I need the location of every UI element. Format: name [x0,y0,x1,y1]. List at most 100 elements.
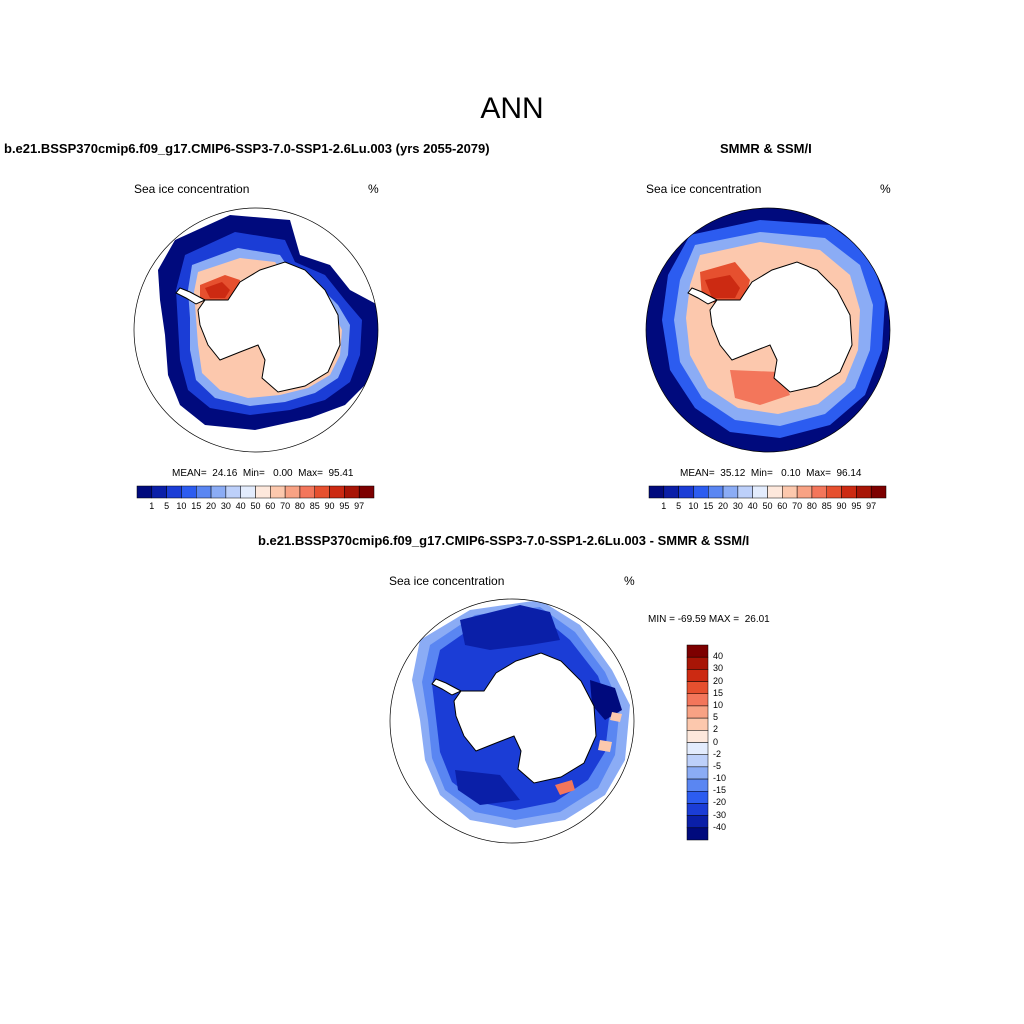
colorbar-swatch [686,754,709,768]
colorbar-swatch [686,778,709,792]
colorbar-swatch [686,656,709,670]
colorbar-swatch [796,485,813,499]
colorbar-swatch [225,485,241,499]
colorbar-swatch [767,485,783,499]
left-continent [197,261,341,393]
colorbar-tick-label: -15 [713,785,727,796]
colorbar-swatch [181,485,197,499]
colorbar-tick-label: 20 [713,675,724,686]
right-peninsula [687,287,719,305]
right-stats: MEAN= 35.12 Min= 0.10 Max= 96.14 [680,468,862,479]
colorbar-swatch [686,705,709,719]
colorbar-swatch [166,485,182,499]
colorbar-swatch [270,485,286,499]
colorbar-tick-label: 15 [191,501,202,511]
left-peninsula [175,287,207,305]
colorbar-swatch [255,485,271,499]
right-units-label: % [880,182,891,196]
colorbar-tick-label: -10 [713,773,727,784]
diff-band-5 [590,680,622,720]
colorbar-tick-label: -40 [713,821,727,832]
right-colorbar [648,485,887,499]
colorbar-tick-label: 15 [713,687,724,698]
right-map-boundary [645,207,891,453]
colorbar-swatch [693,485,709,499]
right-band-6 [705,275,740,298]
colorbar-swatch [686,717,709,731]
colorbar-swatch [686,766,709,780]
colorbar-tick-label: 10 [176,501,187,511]
colorbar-tick-label: 5 [713,712,719,723]
right-panel-title: SMMR & SSM/I [720,141,812,156]
colorbar-tick-label: 10 [713,699,724,710]
diff-panel-title: b.e21.BSSP370cmip6.f09_g17.CMIP6-SSP3-7.… [258,533,750,548]
left-colorbar [136,485,375,499]
diff-band-7 [598,740,612,752]
diff-units-label: % [624,574,635,588]
colorbar-swatch [314,485,330,499]
colorbar-tick-label: 70 [280,501,291,511]
colorbar-swatch [151,485,167,499]
colorbar-swatch [329,485,345,499]
colorbar-swatch [841,485,857,499]
colorbar-swatch [752,485,768,499]
colorbar-swatch [358,485,375,499]
colorbar-tick-label: 60 [777,501,788,511]
colorbar-swatch [826,485,842,499]
colorbar-swatch [686,791,709,804]
diff-band-8 [555,780,575,795]
right-map [645,207,891,453]
colorbar-swatch [686,815,709,829]
colorbar-swatch [686,803,709,816]
colorbar-tick-label: 5 [676,501,682,511]
colorbar-tick-label: 95 [339,501,350,511]
colorbar-swatch [870,485,887,499]
colorbar-swatch [686,644,709,658]
colorbar-tick-label: 1 [661,501,667,511]
colorbar-swatch [648,485,665,499]
colorbar-tick-label: 97 [866,501,877,511]
diff-continent [453,652,597,784]
colorbar-swatch [344,485,360,499]
diff-band-6 [455,770,520,805]
colorbar-tick-label: 5 [164,501,170,511]
colorbar-swatch [708,485,724,499]
colorbar-swatch [240,485,256,499]
colorbar-tick-label: 20 [718,501,729,511]
left-band-6 [205,282,230,298]
right-continent [709,261,853,393]
colorbar-tick-label: 40 [747,501,758,511]
diff-map [389,598,635,844]
colorbar-tick-label: 40 [713,651,724,662]
diff-variable-label: Sea ice concentration [389,574,505,588]
colorbar-swatch [686,669,709,682]
colorbar-swatch [299,485,315,499]
colorbar-swatch [284,485,301,499]
colorbar-tick-label: 80 [294,501,305,511]
right-variable-label: Sea ice concentration [646,182,762,196]
colorbar-tick-label: 97 [354,501,365,511]
colorbar-swatch [722,485,739,499]
colorbar-swatch [196,485,212,499]
colorbar-tick-label: 50 [250,501,261,511]
colorbar-tick-label: -30 [713,809,727,820]
colorbar-tick-label: 85 [821,501,832,511]
colorbar-swatch [737,485,753,499]
colorbar-tick-label: 85 [309,501,320,511]
colorbar-tick-label: 80 [806,501,817,511]
left-map [133,207,379,453]
left-panel-title: b.e21.BSSP370cmip6.f09_g17.CMIP6-SSP3-7.… [4,141,490,156]
colorbar-tick-label: 50 [762,501,773,511]
diff-colorbar [686,644,709,841]
left-units-label: % [368,182,379,196]
diff-band-4 [460,605,560,650]
colorbar-tick-label: 95 [851,501,862,511]
colorbar-tick-label: 90 [324,501,335,511]
colorbar-swatch [663,485,679,499]
colorbar-tick-label: 20 [206,501,217,511]
colorbar-swatch [686,827,709,841]
diff-peninsula [431,678,463,696]
colorbar-swatch [678,485,694,499]
colorbar-tick-label: 90 [836,501,847,511]
